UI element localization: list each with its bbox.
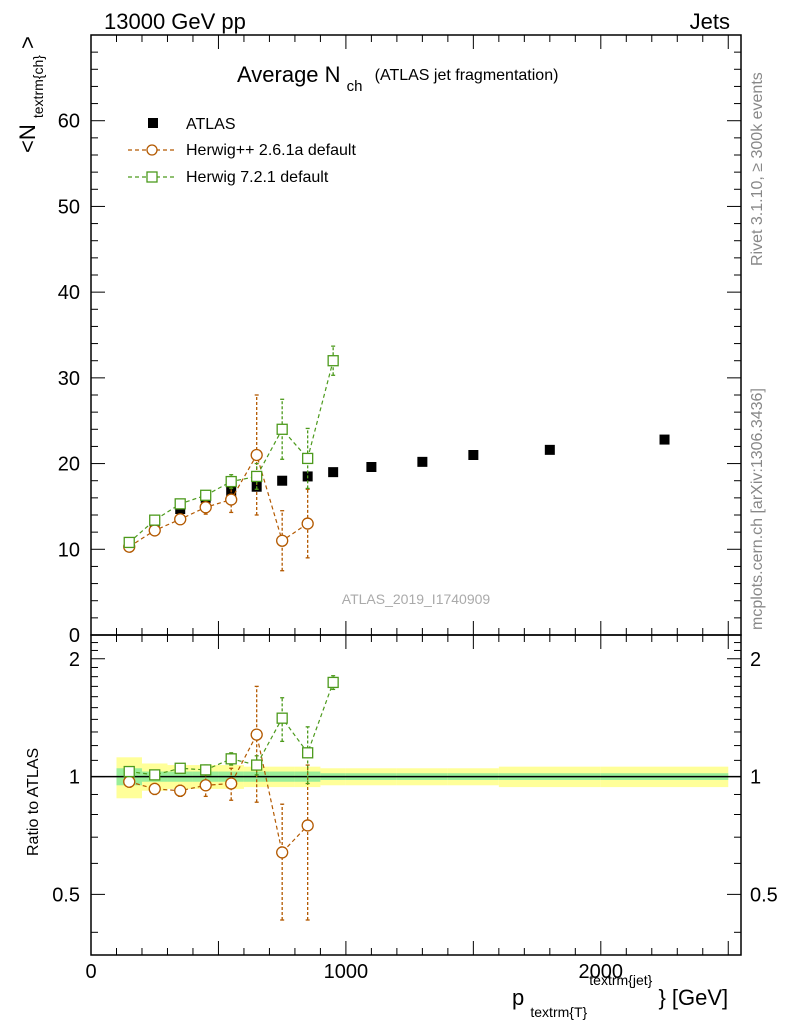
atlas-point: [544, 444, 555, 455]
legend-label-herwig7: Herwig 7.2.1 default: [186, 169, 329, 186]
ratio-ytick-label-right: 0.5: [750, 884, 778, 906]
ratio-series: [123, 675, 339, 921]
ratio-ylabel: Ratio to ATLAS: [25, 748, 42, 856]
ratio-herwig7-point: [225, 753, 237, 765]
herwig7-point: [327, 355, 339, 367]
ylabel-end: >: [15, 36, 40, 49]
title-main: Average N: [237, 62, 341, 87]
herwigpp-point: [199, 501, 212, 514]
ratio-ytick-label: 0.5: [52, 884, 80, 906]
legend: ATLAS Herwig++ 2.6.1a default Herwig 7.2…: [128, 116, 356, 186]
rivet-label: Rivet 3.1.10, ≥ 300k events: [749, 72, 766, 266]
ylabel-sub: textrm{ch}: [30, 55, 46, 118]
ratio-ticks: 0.5 0.5 1 1 2 2 0 1000 2000: [52, 635, 778, 983]
herwig7-point: [251, 470, 263, 483]
ratio-herwigpp-point: [250, 728, 263, 741]
title-rest: (ATLAS jet fragmentation): [375, 67, 559, 84]
header-energy: 13000 GeV pp: [104, 9, 246, 34]
atlas-point: [328, 467, 339, 478]
header-jets: Jets: [690, 9, 730, 34]
herwigpp-point: [301, 517, 314, 530]
legend-marker-atlas: [148, 118, 158, 128]
herwigpp-point: [225, 493, 238, 506]
xlabel-sub: textrm{T}: [530, 1004, 587, 1020]
ratio-herwigpp-point: [301, 819, 314, 832]
ratio-herwig7-point: [276, 712, 288, 724]
atlas-point: [659, 434, 670, 445]
mcplots-label: mcplots.cern.ch [arXiv:1306.3436]: [749, 388, 766, 630]
ytick-label: 50: [58, 196, 80, 218]
ratio-panel: 0.5 0.5 1 1 2 2 0 1000 2000 Ratio to ATLAS p tex…: [25, 634, 778, 1022]
ytick-label: 20: [58, 454, 80, 476]
ratio-herwigpp-point: [123, 775, 136, 788]
atlas-point: [417, 456, 428, 467]
atlas-point: [366, 462, 377, 472]
xlabel-end: } [GeV]: [658, 985, 728, 1010]
herwig7-point: [149, 514, 161, 526]
main-title: Average N ch (ATLAS jet fragmentation): [237, 62, 558, 96]
main-ticks: 0 10 20 30 40 50 60: [58, 35, 741, 647]
xlabel-main: p: [512, 985, 524, 1010]
herwigpp-point: [174, 513, 187, 526]
ytick-label: 10: [58, 539, 80, 561]
herwigpp-point: [148, 524, 161, 537]
herwigpp-point: [250, 448, 263, 462]
ytick-label: 0: [69, 625, 80, 647]
ratio-herwig7-point: [149, 769, 161, 781]
ylabel-main: <N: [15, 124, 40, 153]
ratio-bands: [91, 757, 741, 799]
main-series: [123, 345, 670, 572]
ytick-label: 60: [58, 111, 80, 133]
main-panel: 0 10 20 30 40 50 60 Average N ch (ATLAS jet fr…: [15, 34, 742, 647]
ratio-ytick-label-right: 2: [750, 649, 761, 671]
herwig7-point: [123, 536, 135, 549]
xtick-label: 1000: [324, 961, 369, 983]
ratio-herwigpp-point: [199, 779, 212, 792]
xtick-label: 2000: [579, 961, 624, 983]
ratio-frame: [90, 634, 742, 956]
ratio-ytick-label: 2: [69, 649, 80, 671]
xlabel-sup: textrm{jet}: [589, 972, 652, 988]
herwig7-point: [276, 423, 288, 435]
herwig7-point: [302, 452, 314, 465]
ratio-ytick-label: 1: [69, 767, 80, 789]
herwigpp-line: [128, 453, 309, 548]
herwigpp-point: [276, 534, 289, 547]
main-ylabel: <N textrm{ch} >: [15, 36, 48, 153]
ratio-herwig7-point: [302, 747, 314, 759]
ratio-herwig7-point: [327, 676, 339, 689]
atlas-point: [468, 450, 479, 460]
legend-label-atlas: ATLAS: [186, 116, 236, 133]
ratio-herwig7-point: [251, 759, 263, 771]
ratio-herwigpp-point: [148, 782, 161, 796]
ratio-ytick-label-right: 1: [750, 767, 761, 789]
ratio-herwig7-point: [174, 762, 186, 774]
ytick-label: 30: [58, 368, 80, 390]
ratio-herwigpp-point: [174, 784, 187, 797]
legend-marker-herwigpp: [146, 144, 158, 156]
ratio-herwig7-point: [200, 764, 212, 776]
legend-label-herwigpp: Herwig++ 2.6.1a default: [186, 142, 356, 159]
title-sub: ch: [347, 78, 363, 95]
herwig7-point: [225, 475, 237, 488]
ratio-xlabel: p textrm{T} textrm{jet} } [GeV]: [512, 965, 728, 1022]
ratio-herwigpp-point: [225, 777, 238, 790]
herwig7-point: [174, 498, 186, 510]
ratio-herwig7-point: [123, 765, 135, 778]
herwig7-point: [200, 489, 212, 501]
xtick-label: 0: [85, 961, 96, 983]
watermark: ATLAS_2019_I1740909: [342, 591, 491, 607]
ytick-label: 40: [58, 282, 80, 304]
legend-marker-herwig7: [146, 171, 158, 183]
atlas-point: [277, 475, 288, 486]
ratio-herwigpp-point: [276, 846, 289, 859]
